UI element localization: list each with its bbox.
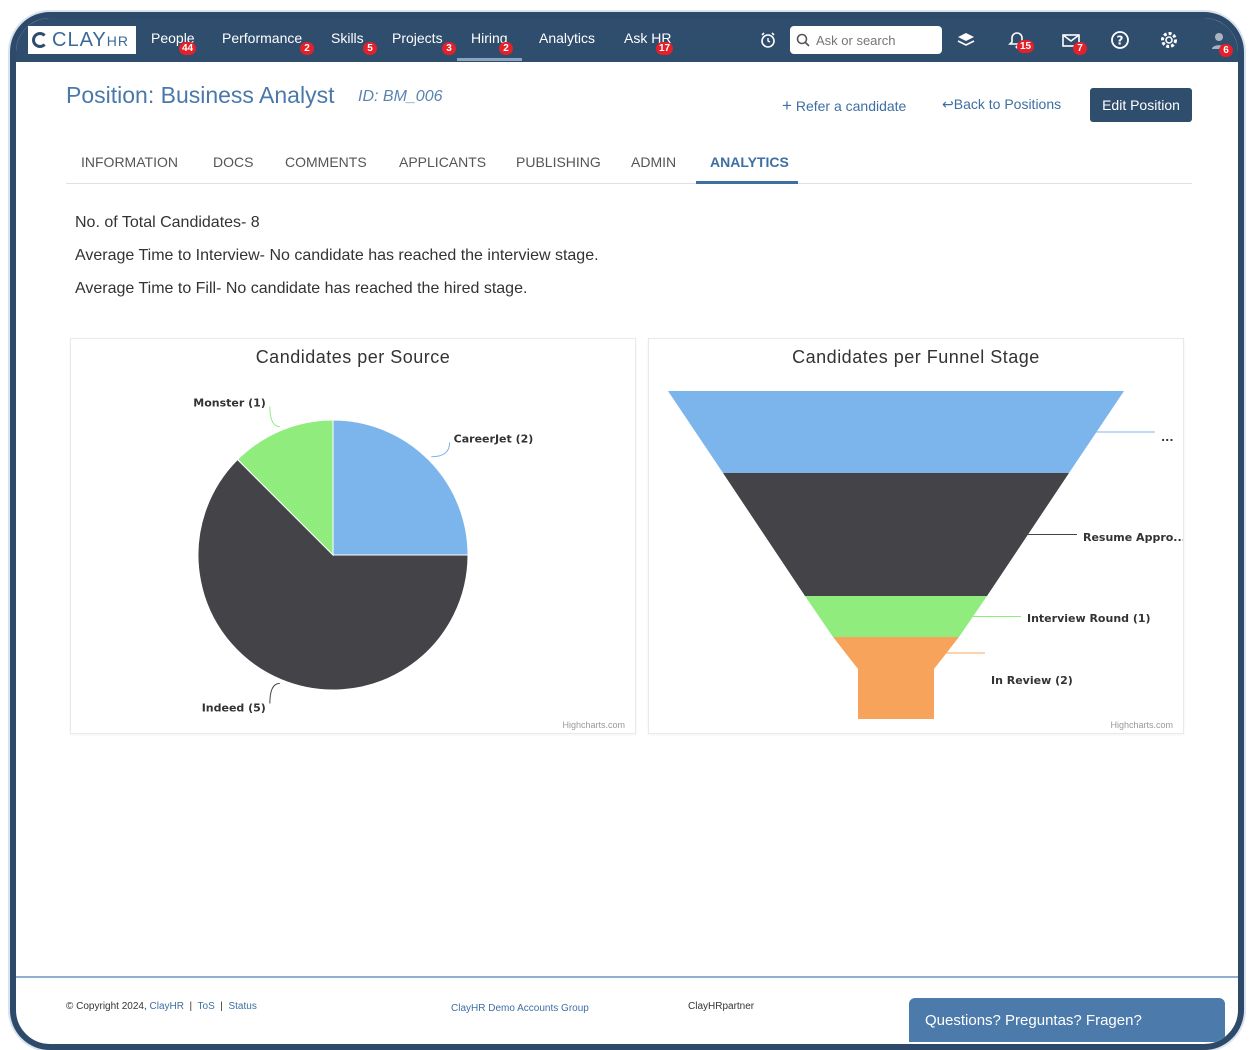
back-label: Back to Positions [953,96,1062,112]
nav-badge: 2 [499,42,513,55]
nav-label: Analytics [539,30,596,46]
nav-badge: 5 [363,42,377,55]
stat-total-candidates: No. of Total Candidates- 8 [75,214,260,231]
nav-hiring[interactable]: Hiring 2 [457,30,522,61]
funnel-data-label: Interview Round (1) [1027,612,1151,625]
top-nav: CLAYHR People 44 Performance 2 Skills 5 Pro… [16,18,1238,62]
refer-label: Refer a candidate [795,98,907,114]
help-icon[interactable]: ? [1110,30,1130,50]
search-icon [796,33,810,47]
footer-clayhr-link[interactable]: ClayHR [149,1001,184,1012]
back-to-positions-link[interactable]: ↩Back to Positions [942,96,1061,113]
notifications-badge: 15 [1017,40,1035,53]
back-arrow-icon: ↩ [942,96,954,112]
mail-badge: 7 [1073,42,1087,55]
copyright-text: © Copyright 2024, [66,1001,147,1012]
source-chart-title: Candidates per Source [255,347,451,367]
nav-people[interactable]: People 44 [151,30,197,55]
nav-performance[interactable]: Performance 2 [222,30,314,55]
tab-publishing[interactable]: PUBLISHING [516,154,601,170]
layers-icon[interactable] [956,30,976,50]
settings-gear-icon[interactable] [1159,30,1179,50]
funnel-stage[interactable] [723,473,1069,596]
clayhr-logo[interactable]: CLAYHR [28,26,136,54]
nav-badge: 3 [442,42,456,55]
funnel-chart: ... Resume Appro... (3 Interview Round (1)… [668,391,1183,719]
pie-slice[interactable] [236,419,334,557]
search-box[interactable] [790,26,942,54]
page-title: Position: Business Analyst [66,82,335,108]
footer-partner: ClayHRpartner [688,1001,755,1012]
pie-slice[interactable] [197,458,469,691]
stat-time-to-interview: Average Time to Interview- No candidate … [75,247,599,264]
nav-label: Projects [392,30,443,46]
nav-label: Hiring [471,30,508,46]
mail-icon[interactable] [1061,30,1081,50]
pie-slice[interactable] [332,419,469,556]
stat-time-to-fill: Average Time to Fill- No candidate has r… [75,280,528,297]
logo-text: CLAY [52,28,107,51]
source-chart-panel: Candidates per Source CareerJet (2) Indee… [70,338,636,734]
active-tab-indicator [696,181,798,184]
pie-data-label: Indeed (5) [202,701,266,714]
tab-admin[interactable]: ADMIN [631,154,677,170]
logo-mark-icon [32,32,48,48]
funnel-data-label: Resume Appro... (3 [1083,531,1183,544]
chart-credit[interactable]: Highcharts.com [1110,720,1173,730]
tab-comments[interactable]: COMMENTS [285,154,367,170]
tab-information[interactable]: INFORMATION [81,154,178,170]
pie-data-label: Monster (1) [193,397,266,410]
nav-label: Skills [331,30,364,46]
footer-divider [16,976,1238,978]
footer-copyright: © Copyright 2024, ClayHR | ToS | Status [66,1001,257,1012]
nav-analytics[interactable]: Analytics [539,30,595,46]
nav-label: Performance [222,30,303,46]
svg-text:?: ? [1117,34,1124,48]
funnel-stage[interactable] [833,637,959,719]
pie-data-label: CareerJet (2) [454,432,534,445]
pie-connector [269,406,280,428]
funnel-data-label: In Review (2) [991,674,1073,687]
pie-connector [269,682,280,704]
refer-candidate-link[interactable]: + Refer a candidate [782,96,906,116]
pie-connector [431,442,451,458]
nav-skills[interactable]: Skills 5 [331,30,377,55]
search-input[interactable] [814,31,938,49]
footer-status-link[interactable]: Status [228,1001,257,1012]
funnel-chart-panel: Candidates per Funnel Stage ... Resume Ap… [648,338,1184,734]
nav-badge: 44 [179,42,197,55]
avatar-badge: 6 [1219,44,1233,57]
funnel-stage[interactable] [668,391,1124,473]
app-frame: CLAYHR People 44 Performance 2 Skills 5 Pro… [10,12,1244,1050]
footer-group-link[interactable]: ClayHR Demo Accounts Group [451,1003,589,1014]
nav-ask-hr[interactable]: Ask HR 17 [624,30,674,55]
tab-applicants[interactable]: APPLICANTS [399,154,487,170]
footer-tos-link[interactable]: ToS [197,1001,215,1012]
nav-projects[interactable]: Projects 3 [392,30,456,55]
plus-icon: + [782,96,792,115]
logo-suffix: HR [106,32,129,49]
tab-docs[interactable]: DOCS [213,154,254,170]
tab-divider [66,183,1192,184]
funnel-stage[interactable] [805,596,987,637]
nav-badge: 17 [656,42,674,55]
funnel-data-label: ... [1161,431,1174,444]
nav-badge: 2 [300,42,314,55]
source-pie-chart: CareerJet (2) Indeed (5) Monster (1) [193,397,534,715]
edit-position-button[interactable]: Edit Position [1090,88,1192,122]
position-id: ID: BM_006 [358,88,443,105]
tab-analytics[interactable]: ANALYTICS [710,154,789,170]
help-chat-button[interactable]: Questions? Preguntas? Fragen? [909,998,1225,1042]
funnel-chart-title: Candidates per Funnel Stage [792,347,1040,367]
alarm-clock-icon[interactable] [758,30,778,50]
chart-credit[interactable]: Highcharts.com [562,720,625,730]
footer-group: ClayHR Demo Accounts Group [451,1003,589,1014]
